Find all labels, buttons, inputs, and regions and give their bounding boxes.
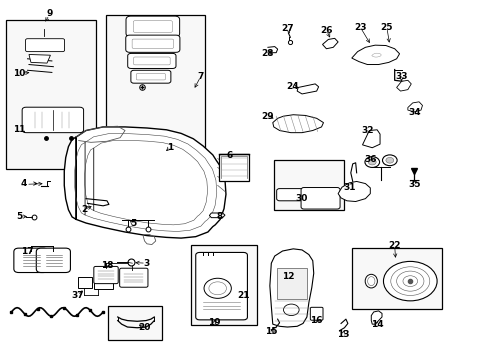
FancyBboxPatch shape (36, 248, 70, 273)
Polygon shape (351, 45, 399, 64)
Text: 12: 12 (282, 271, 294, 280)
Text: 15: 15 (264, 327, 277, 336)
FancyBboxPatch shape (120, 268, 148, 287)
Bar (219, 154, 249, 181)
Text: 8: 8 (217, 212, 223, 221)
Text: 25: 25 (380, 23, 392, 32)
Polygon shape (370, 311, 381, 324)
Polygon shape (396, 80, 410, 91)
Text: 29: 29 (261, 112, 274, 121)
FancyBboxPatch shape (127, 53, 176, 68)
FancyBboxPatch shape (94, 266, 118, 284)
Bar (190, 244, 256, 325)
Text: 21: 21 (237, 291, 249, 300)
Polygon shape (337, 181, 369, 202)
Bar (94, 279, 113, 289)
Circle shape (203, 278, 231, 298)
Text: 3: 3 (142, 259, 149, 268)
Text: 5: 5 (130, 219, 136, 228)
FancyBboxPatch shape (14, 248, 48, 273)
Polygon shape (322, 39, 337, 49)
Text: 20: 20 (138, 323, 150, 332)
Bar (5, 21, 96, 169)
FancyBboxPatch shape (195, 252, 247, 320)
Polygon shape (362, 130, 379, 148)
Circle shape (385, 157, 393, 163)
Text: 35: 35 (407, 180, 420, 189)
Text: 1: 1 (167, 143, 173, 152)
Text: 6: 6 (226, 151, 232, 160)
FancyBboxPatch shape (126, 16, 179, 37)
Bar (351, 248, 441, 309)
FancyBboxPatch shape (25, 39, 64, 51)
Text: 34: 34 (407, 108, 420, 117)
Polygon shape (407, 102, 422, 112)
Polygon shape (297, 84, 318, 94)
Text: 14: 14 (370, 320, 383, 329)
Bar (276, 267, 306, 299)
Text: 36: 36 (363, 155, 376, 164)
Text: 33: 33 (394, 72, 407, 81)
Text: 37: 37 (71, 291, 84, 300)
Text: 28: 28 (261, 49, 274, 58)
Polygon shape (269, 249, 313, 327)
Text: 16: 16 (310, 316, 322, 325)
Text: 2: 2 (81, 205, 87, 214)
Text: 30: 30 (295, 194, 307, 203)
Text: 32: 32 (361, 126, 373, 135)
Circle shape (383, 261, 436, 301)
Bar (108, 306, 161, 339)
FancyBboxPatch shape (131, 70, 170, 83)
Polygon shape (209, 213, 224, 218)
Circle shape (364, 157, 379, 167)
FancyBboxPatch shape (22, 107, 83, 133)
Text: 24: 24 (285, 82, 298, 91)
Text: 31: 31 (343, 183, 355, 192)
Bar (273, 160, 344, 211)
Circle shape (382, 155, 396, 166)
Text: 9: 9 (46, 9, 53, 18)
Circle shape (283, 304, 299, 316)
FancyBboxPatch shape (301, 188, 339, 209)
FancyBboxPatch shape (310, 307, 323, 320)
Polygon shape (29, 54, 50, 63)
Text: 4: 4 (21, 179, 27, 188)
Ellipse shape (365, 274, 377, 288)
Text: 13: 13 (336, 330, 348, 339)
Text: 18: 18 (101, 261, 113, 270)
FancyBboxPatch shape (125, 35, 180, 52)
Text: 10: 10 (13, 69, 25, 78)
Text: 11: 11 (13, 125, 25, 134)
FancyBboxPatch shape (276, 189, 303, 201)
Bar (105, 15, 205, 148)
Text: 19: 19 (207, 318, 220, 327)
Text: 22: 22 (387, 241, 400, 250)
Polygon shape (272, 115, 323, 133)
Circle shape (367, 159, 375, 165)
Text: 26: 26 (320, 26, 332, 35)
Text: 27: 27 (281, 24, 293, 33)
Bar (78, 277, 92, 288)
Polygon shape (64, 127, 225, 238)
Text: 23: 23 (354, 23, 366, 32)
Text: 5: 5 (16, 212, 22, 221)
Text: 7: 7 (197, 72, 203, 81)
Text: 17: 17 (21, 247, 34, 256)
